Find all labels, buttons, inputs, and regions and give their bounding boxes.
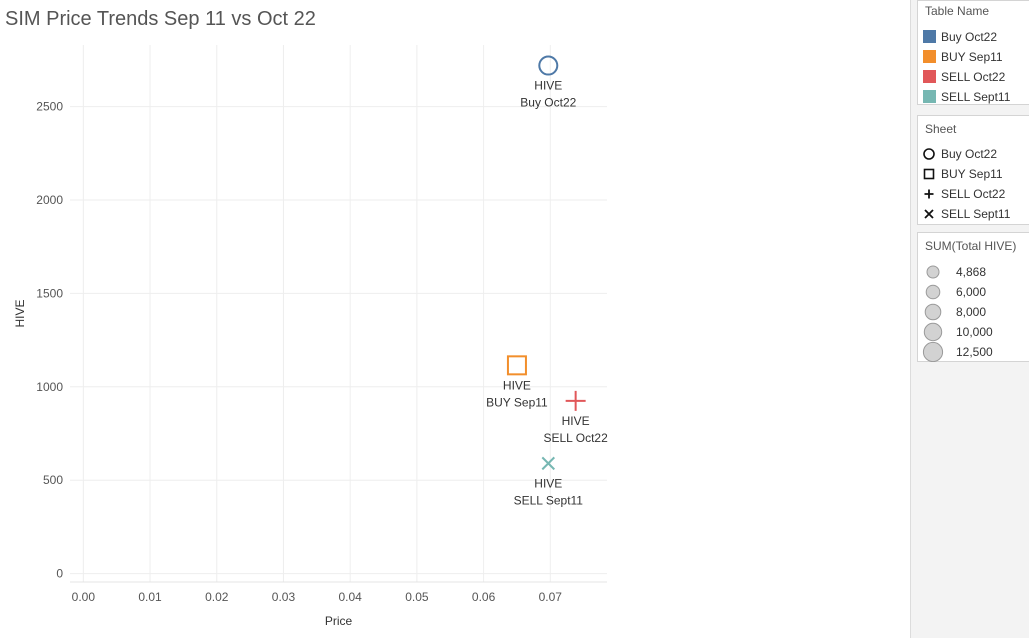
x-tick-label: 0.06 (472, 590, 496, 604)
shape-legend-title: Sheet (925, 122, 957, 136)
point-label-top: HIVE (534, 476, 562, 490)
legend-label: Buy Oct22 (941, 30, 998, 44)
x-tick-label: 0.05 (405, 590, 429, 604)
point-plus (565, 390, 586, 411)
legend-label: BUY Sep11 (941, 167, 1003, 181)
x-tick-label: 0.04 (338, 590, 362, 604)
point-square (506, 355, 527, 376)
point-label-top: HIVE (562, 414, 590, 428)
y-axis-title: HIVE (13, 299, 27, 327)
legend-label: 8,000 (956, 305, 987, 319)
point-label-bottom: BUY Sep11 (486, 395, 548, 409)
size-circle-icon (925, 284, 941, 300)
legend-label: 10,000 (956, 325, 993, 339)
y-tick-label: 0 (56, 567, 63, 581)
y-tick-label: 500 (43, 473, 63, 487)
color-swatch (923, 30, 936, 43)
legend-label: SELL Oct22 (941, 70, 1006, 84)
legend-label: SELL Sept11 (941, 207, 1011, 221)
size-circle-icon (923, 322, 943, 342)
plus-icon (924, 189, 934, 199)
y-tick-label: 1000 (36, 380, 63, 394)
x-tick-label: 0.01 (138, 590, 162, 604)
point-label-bottom: SELL Oct22 (544, 431, 609, 445)
color-swatch (923, 50, 936, 63)
legend-item-size-1[interactable]: 4,868 (918, 262, 1029, 282)
legend-item-sell-sept11[interactable]: SELL Sept11 (918, 87, 1029, 107)
legend-item-buy-oct22[interactable]: Buy Oct22 (918, 27, 1029, 47)
legend-item-shape-buy-sep11[interactable]: BUY Sep11 (918, 164, 1029, 184)
legend-label: Buy Oct22 (941, 147, 998, 161)
legend-item-buy-sep11[interactable]: BUY Sep11 (918, 47, 1029, 67)
point-label-top: HIVE (503, 378, 531, 392)
legend-item-shape-sell-sept11[interactable]: SELL Sept11 (918, 204, 1029, 224)
legend-label: BUY Sep11 (941, 50, 1003, 64)
color-legend: Table Name Buy Oct22 BUY Sep11 SELL Oct2… (917, 0, 1029, 105)
legend-label: 4,868 (956, 265, 987, 279)
color-legend-title: Table Name (925, 4, 990, 18)
size-circle-icon (924, 303, 942, 321)
size-legend: SUM(Total HIVE) 4,868 6,000 8,000 10,000 (917, 232, 1029, 362)
legend-item-shape-sell-oct22[interactable]: SELL Oct22 (918, 184, 1029, 204)
legend-item-size-3[interactable]: 8,000 (918, 302, 1029, 322)
point-label-bottom: Buy Oct22 (520, 96, 576, 110)
y-tick-label: 2500 (36, 100, 63, 114)
size-circle-icon (922, 342, 944, 362)
point-cross (541, 456, 556, 471)
shape-legend: Sheet Buy Oct22 BUY Sep11 SELL Oct22 SEL… (917, 115, 1029, 225)
legend-item-sell-oct22[interactable]: SELL Oct22 (918, 67, 1029, 87)
point-label-bottom: SELL Sept11 (514, 493, 584, 507)
square-icon (923, 168, 935, 180)
x-tick-label: 0.07 (539, 590, 563, 604)
legend-label: SELL Oct22 (941, 187, 1006, 201)
size-legend-title: SUM(Total HIVE) (925, 239, 1017, 253)
legend-label: SELL Sept11 (941, 90, 1011, 104)
legend-item-shape-buy-oct22[interactable]: Buy Oct22 (918, 144, 1029, 164)
legend-item-size-5[interactable]: 12,500 (918, 342, 1029, 362)
x-tick-label: 0.03 (272, 590, 296, 604)
y-tick-label: 2000 (36, 193, 63, 207)
legend-item-size-2[interactable]: 6,000 (918, 282, 1029, 302)
y-tick-label: 1500 (36, 286, 63, 300)
x-tick-label: 0.00 (72, 590, 96, 604)
legend-label: 12,500 (956, 345, 993, 359)
legend-label: 6,000 (956, 285, 987, 299)
color-swatch (923, 70, 936, 83)
cross-icon (924, 209, 934, 219)
scatter-chart: 0.00 0.01 0.02 0.03 0.04 0.05 0.06 0.07 0 500 1000… (13, 45, 609, 628)
x-tick-label: 0.02 (205, 590, 229, 604)
legend-item-size-4[interactable]: 10,000 (918, 322, 1029, 342)
circle-icon (923, 148, 935, 160)
size-circle-icon (926, 265, 940, 279)
point-label-top: HIVE (534, 79, 562, 93)
point-circle (538, 55, 559, 76)
color-swatch (923, 90, 936, 103)
x-axis-title: Price (325, 614, 353, 628)
chart-title: SIM Price Trends Sep 11 vs Oct 22 (5, 8, 316, 30)
